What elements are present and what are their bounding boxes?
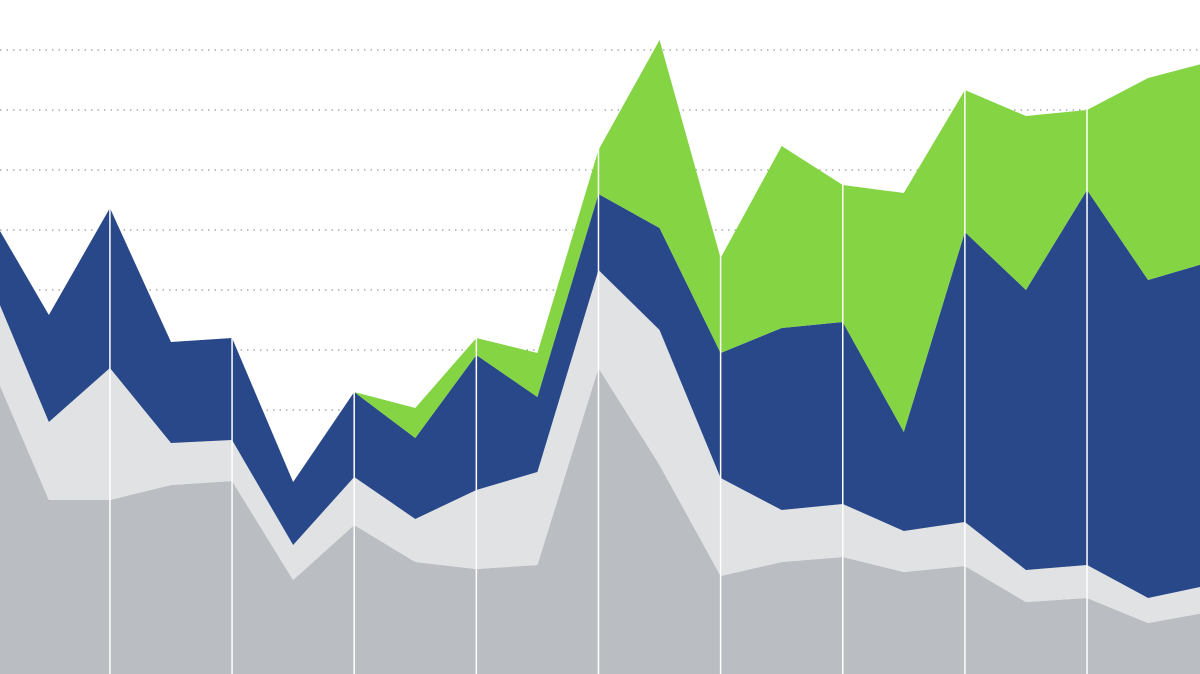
area (0, 270, 1200, 623)
area (0, 368, 1200, 674)
area (0, 40, 1200, 482)
area (0, 190, 1200, 598)
